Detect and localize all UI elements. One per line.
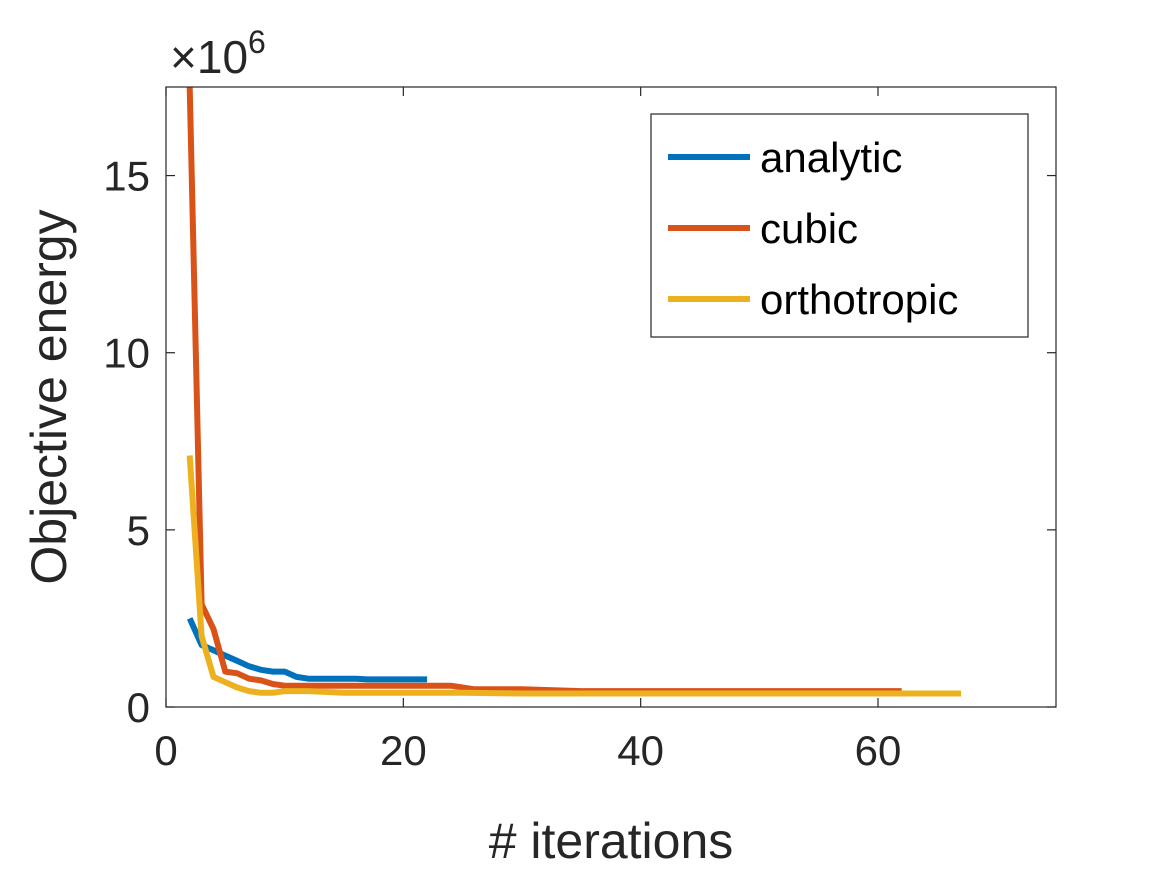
y-exponent-power: 6 xyxy=(248,24,266,60)
y-axis-label: Objective energy xyxy=(21,209,77,584)
series-line-orthotropic xyxy=(186,455,962,697)
axes-layer xyxy=(165,86,1057,708)
y-tick-label: 0 xyxy=(127,684,150,731)
series-line-analytic xyxy=(186,617,428,683)
x-tick-label: 0 xyxy=(154,727,177,774)
series-layer xyxy=(186,86,962,697)
x-tick-label: 20 xyxy=(380,727,427,774)
y-exponent-label: ×106 xyxy=(170,24,266,83)
y-tick-label: 15 xyxy=(103,153,150,200)
x-tick-label: 60 xyxy=(855,727,902,774)
y-tick-label: 10 xyxy=(103,330,150,377)
x-tick-label: 40 xyxy=(617,727,664,774)
y-tick-label: 5 xyxy=(127,507,150,554)
legend-label-orthotropic: orthotropic xyxy=(760,276,958,323)
ticks-layer: 0 20 40 60 0 5 10 15 xyxy=(103,87,1056,774)
legend-label-cubic: cubic xyxy=(760,205,858,252)
legend-label-analytic: analytic xyxy=(760,134,902,181)
legend: analytic cubic orthotropic xyxy=(650,113,1029,338)
axes-box xyxy=(165,86,1057,708)
y-exponent-prefix: ×10 xyxy=(170,31,248,83)
x-axis-label: # iterations xyxy=(489,813,734,869)
